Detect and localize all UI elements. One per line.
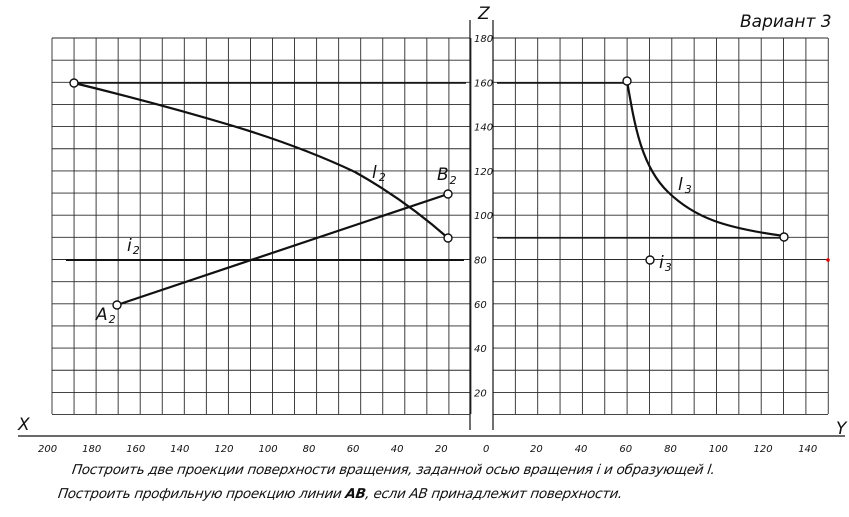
task-line-2-bold: AB	[344, 486, 367, 502]
y-tick-label: 100	[709, 444, 728, 455]
z-tick-label: 180	[474, 34, 493, 45]
x-tick-label: 180	[82, 444, 101, 455]
variant-title: Вариант 3	[740, 12, 832, 32]
x-tick-label: 40	[391, 444, 404, 455]
y-tick-label: 20	[530, 444, 543, 455]
task-line-2: Построить профильную проекцию линии AB, …	[57, 486, 623, 502]
x-tick-label: 120	[214, 444, 233, 455]
z-tick-label: 140	[474, 123, 493, 134]
point-a2	[112, 300, 122, 310]
x-tick-label: 140	[170, 444, 189, 455]
label-i2: i2	[127, 236, 140, 257]
curve-l2	[73, 81, 449, 239]
x-tick-label: 20	[435, 444, 448, 455]
z-tick-label: 80	[474, 256, 487, 267]
line-a2-b2	[116, 192, 449, 307]
z-tick-label: 40	[474, 344, 487, 355]
y-tick-label: 140	[798, 444, 817, 455]
x-tick-label: 60	[347, 444, 360, 455]
z-tick-label: 60	[474, 300, 487, 311]
axis-label-z: Z	[477, 4, 490, 24]
task-line-2-post: , если AB принадлежит поверхности.	[364, 486, 624, 502]
y-tick-label: 60	[619, 444, 632, 455]
x-tick-label: 80	[303, 444, 316, 455]
axis-label-x: X	[17, 415, 30, 435]
x-tick-label: 160	[126, 444, 145, 455]
y-axis-ticks: 20 40 60 80 100 120 140	[530, 444, 817, 455]
red-marker	[826, 258, 830, 262]
point-l2-end	[443, 233, 453, 243]
task-line-2-pre: Построить профильную проекцию линии	[56, 486, 347, 502]
z-tick-label: 100	[474, 211, 493, 222]
y-tick-label: 80	[664, 444, 677, 455]
axis-label-y: Y	[836, 419, 848, 439]
point-i3	[645, 255, 655, 265]
x-tick-label: 100	[259, 444, 278, 455]
origin-label: 0	[483, 444, 489, 455]
x-tick-label: 200	[38, 444, 57, 455]
y-tick-label: 40	[575, 444, 588, 455]
x-axis-ticks: 200 180 160 140 120 100 80 60 40 20 0	[38, 444, 489, 455]
label-i3: i3	[659, 253, 672, 274]
y-tick-label: 120	[754, 444, 773, 455]
curve-l3	[625, 80, 785, 238]
z-tick-label: 160	[474, 78, 493, 89]
z-tick-label: 120	[474, 167, 493, 178]
point-l2-start	[69, 78, 79, 88]
point-l3-start	[622, 76, 632, 86]
z-axis-ticks: 180 160 140 120 100 80 60 40 20	[474, 34, 493, 399]
label-a2: A2	[95, 305, 116, 326]
task-line-1: Построить две проекции поверхности враще…	[70, 462, 716, 478]
label-b2: B2	[437, 165, 457, 187]
point-l3-end	[779, 232, 789, 242]
point-b2	[443, 189, 453, 199]
z-tick-label: 20	[474, 388, 487, 399]
